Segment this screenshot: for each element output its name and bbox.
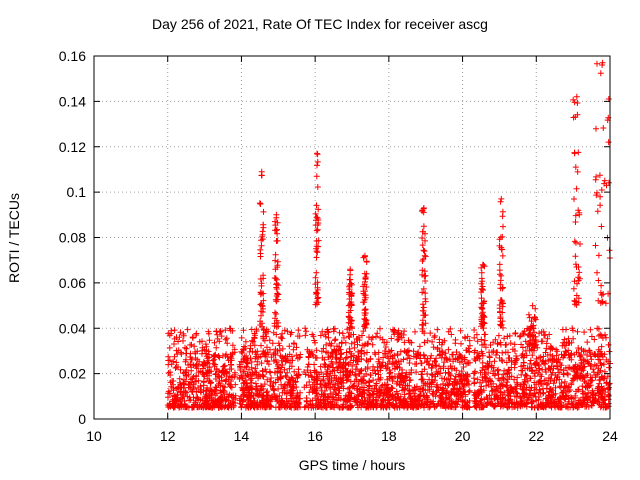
x-tick-label: 16 <box>307 428 323 444</box>
y-tick-label: 0.08 <box>59 230 86 246</box>
x-tick-label: 20 <box>455 428 471 444</box>
x-tick-label: 24 <box>602 428 618 444</box>
x-tick-label: 10 <box>86 428 102 444</box>
y-tick-label: 0.14 <box>59 93 86 109</box>
y-tick-label: 0.06 <box>59 275 86 291</box>
chart-title: Day 256 of 2021, Rate Of TEC Index for r… <box>152 16 488 32</box>
x-tick-label: 14 <box>234 428 250 444</box>
roti-points <box>164 59 613 411</box>
y-tick-label: 0.04 <box>59 320 86 336</box>
y-tick-label: 0.02 <box>59 366 86 382</box>
y-axis-label: ROTI / TECUs <box>6 193 22 283</box>
x-tick-label: 22 <box>528 428 544 444</box>
x-tick-label: 12 <box>160 428 176 444</box>
axis-ticks: 10 12 14 16 18 20 22 24 0 0.02 0.04 0.06 0.08 0.1 0.12… <box>59 48 618 444</box>
y-tick-label: 0 <box>78 411 86 427</box>
x-axis-label: GPS time / hours <box>298 457 406 473</box>
grid-lines <box>94 56 610 419</box>
x-tick-label: 18 <box>381 428 397 444</box>
y-tick-label: 0.16 <box>59 48 86 64</box>
y-tick-label: 0.12 <box>59 139 86 155</box>
data-points <box>164 59 613 411</box>
y-tick-label: 0.1 <box>67 184 87 200</box>
